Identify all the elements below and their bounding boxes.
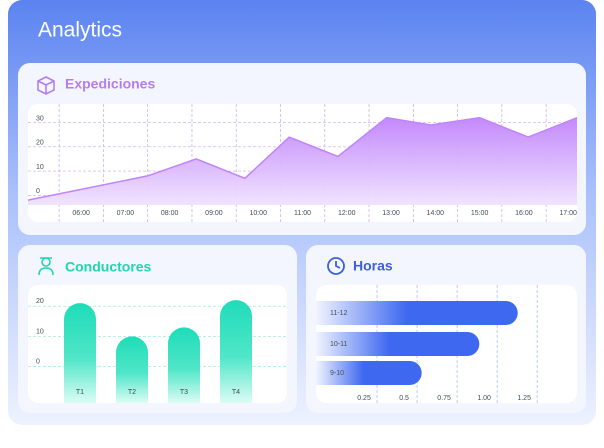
x-tick-label: T2 (128, 389, 136, 396)
y-tick-label: 11-12 (330, 310, 347, 317)
x-tick-label: 0.5 (399, 395, 409, 402)
plots: 0 10 20 30 06:00 07:00 08:00 09:00 10:00 11:00 12:… (27, 104, 578, 403)
y-tick-label: 9-10 (330, 370, 344, 377)
line (27, 116, 578, 201)
x-tick-label: 14:00 (427, 210, 445, 217)
bar (220, 300, 252, 403)
y-tick-label: 0 (36, 359, 40, 366)
x-tick-label: 17:00 (559, 210, 577, 217)
x-tick-label: 0.75 (437, 395, 451, 402)
bar (64, 303, 96, 403)
bar (168, 327, 200, 403)
x-tick-label: 1.00 (477, 395, 491, 402)
x-tick-label: T1 (76, 389, 84, 396)
bar (116, 336, 148, 403)
app-title: Analytics (38, 19, 122, 42)
x-tick-label: 13:00 (382, 210, 400, 217)
y-tick-label: 10-11 (330, 341, 347, 348)
x-tick-label: T3 (180, 389, 188, 396)
area (28, 117, 577, 205)
y-tick-label: 10 (36, 164, 44, 171)
y-tick-label: 30 (36, 115, 44, 122)
panel-title: Expediciones (65, 76, 155, 92)
x-tick-label: 11:00 (294, 210, 311, 217)
x-tick-label: 06:00 (72, 210, 90, 217)
x-tick-label: 09:00 (205, 210, 223, 217)
panel-title: Horas (353, 258, 393, 274)
y-tick-label: 20 (36, 140, 44, 147)
x-tick-label: 07:00 (117, 210, 135, 217)
x-tick-label: 10:00 (249, 210, 267, 217)
box-icon (37, 76, 55, 95)
bar (316, 332, 480, 356)
driver-icon (38, 257, 54, 276)
bar (316, 361, 422, 386)
x-tick-label: 15:00 (471, 210, 489, 217)
y-tick-label: 20 (36, 298, 44, 305)
x-tick-label: 12:00 (338, 210, 356, 217)
x-tick-label: 16:00 (515, 210, 533, 217)
x-tick-label: 0.25 (357, 395, 371, 402)
x-tick-label: T4 (232, 389, 240, 396)
y-tick-label: 0 (36, 188, 40, 195)
y-tick-label: 10 (36, 328, 44, 335)
panel-title: Conductores (65, 259, 152, 275)
bar (316, 301, 518, 325)
clock-icon (327, 257, 345, 275)
x-tick-label: 08:00 (161, 210, 179, 217)
x-tick-label: 1.25 (517, 395, 531, 402)
